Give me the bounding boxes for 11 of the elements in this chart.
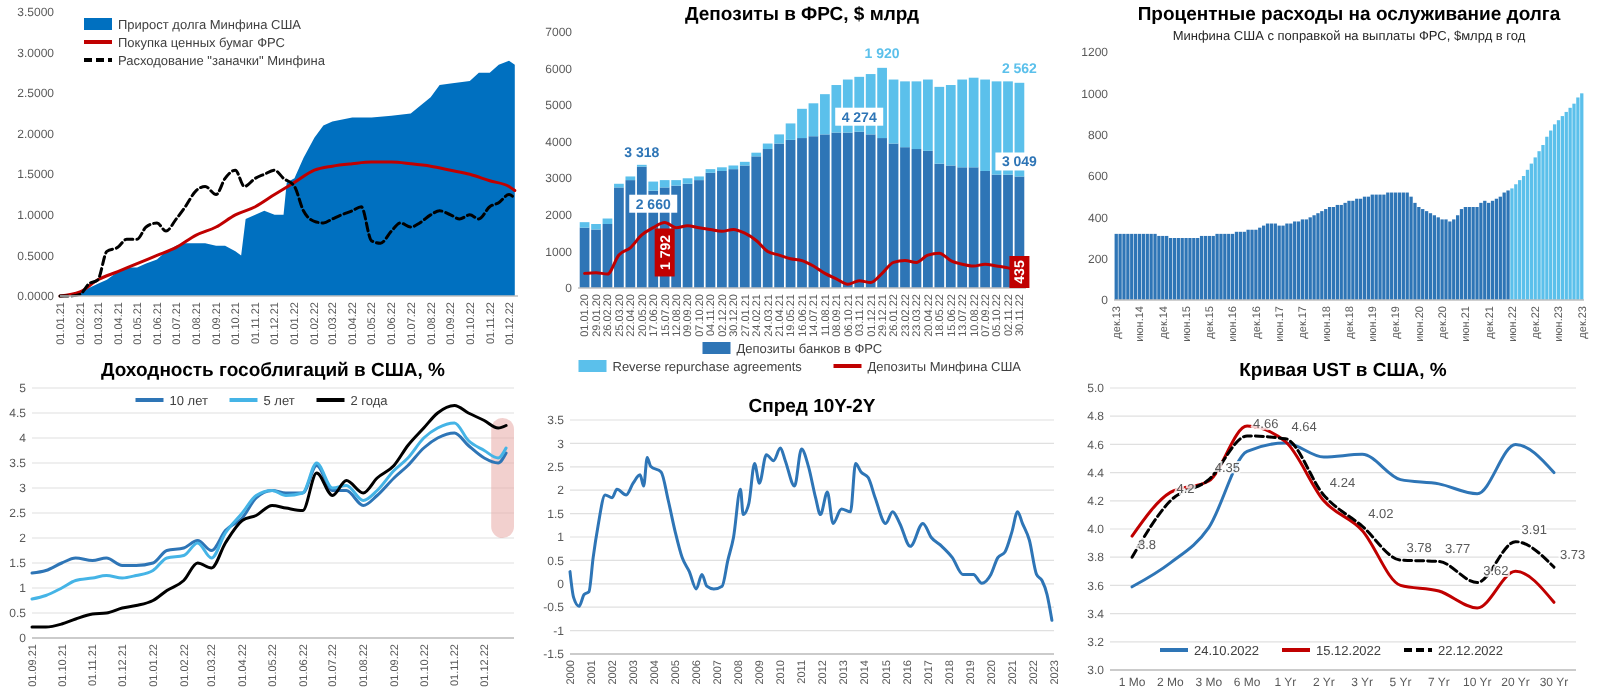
line-series: [30, 404, 508, 629]
chart-title: Процентные расходы на ослуживание долга: [1137, 4, 1562, 26]
bar: [762, 143, 773, 150]
line-series: [1130, 424, 1556, 610]
line-series: [30, 421, 508, 601]
line-series: [568, 446, 1054, 622]
chart-title: Кривая UST в США, %: [1239, 360, 1448, 382]
chart-title: Спред 10Y-2Y: [748, 396, 877, 418]
line-series: [30, 431, 508, 575]
chart-title: Депозиты в ФРС, $ млрд: [685, 4, 919, 26]
chart-title: Доходность гособлигаций в США, %: [100, 360, 447, 382]
